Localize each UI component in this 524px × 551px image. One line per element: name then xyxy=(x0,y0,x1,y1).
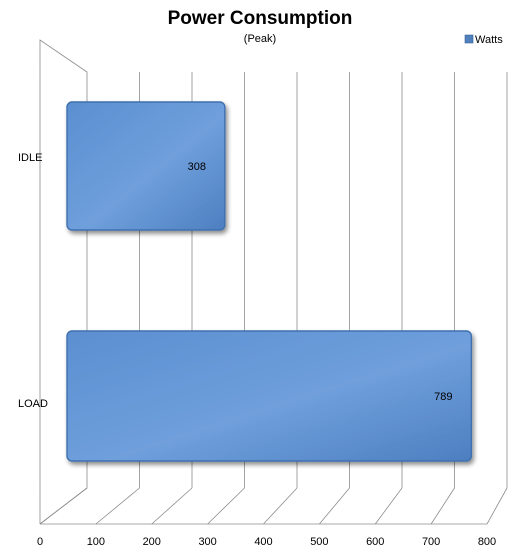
plot-area: 0 100 200 300 400 500 600 700 800 308 IDLE 789 LOAD xyxy=(18,39,508,548)
bar-load xyxy=(66,330,473,462)
x-tick-label: 600 xyxy=(366,536,384,548)
x-tick-label: 100 xyxy=(87,536,105,548)
floor-gridline xyxy=(374,487,403,525)
bar-idle xyxy=(66,101,226,231)
data-label: 789 xyxy=(434,391,452,403)
floor-gridline xyxy=(207,487,245,525)
legend-label: Watts xyxy=(475,34,503,46)
floor-gridline xyxy=(486,487,508,525)
floor-gridline xyxy=(95,487,140,525)
legend: Watts xyxy=(464,34,503,46)
floor-gridline xyxy=(319,487,350,525)
data-label: 308 xyxy=(188,161,206,173)
legend-swatch xyxy=(464,34,474,44)
x-tick-label: 300 xyxy=(198,536,216,548)
x-tick-label: 0 xyxy=(37,536,43,548)
x-tick-label: 200 xyxy=(143,536,161,548)
y-category-label: IDLE xyxy=(18,152,42,164)
chart-title: Power Consumption xyxy=(168,8,353,29)
x-tick-label: 800 xyxy=(478,536,496,548)
floor-gridline xyxy=(263,487,298,525)
x-tick-label: 500 xyxy=(310,536,328,548)
x-tick-label: 700 xyxy=(422,536,440,548)
floor-gridline xyxy=(39,487,88,525)
x-tick-label: 400 xyxy=(254,536,272,548)
floor-gridline xyxy=(430,487,455,525)
floor-gridline xyxy=(151,487,193,525)
y-category-label: LOAD xyxy=(18,398,48,410)
chart-subtitle: (Peak) xyxy=(244,33,276,45)
